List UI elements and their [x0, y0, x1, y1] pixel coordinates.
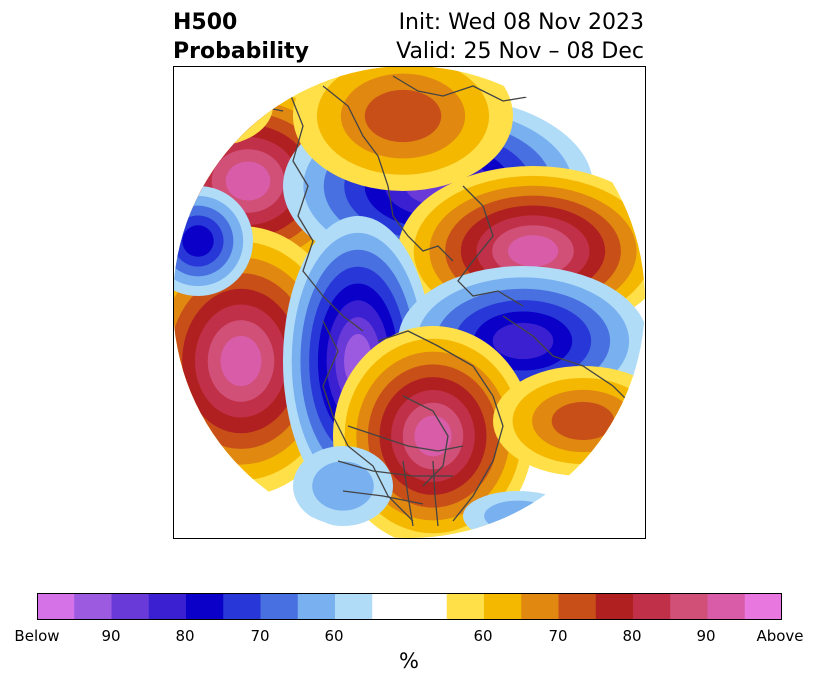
coastline — [322, 85, 454, 262]
colorbar-tick-label: Below — [14, 627, 60, 645]
colorbar-cell — [335, 593, 373, 620]
colorbar-tick-label: 70 — [548, 627, 568, 645]
coastline — [402, 395, 449, 487]
below-normal-contour — [182, 225, 214, 257]
probability-map — [173, 66, 646, 539]
border-line — [347, 425, 464, 452]
colorbar-cell — [186, 593, 224, 620]
colorbar-cell — [484, 593, 522, 620]
valid-date: Valid: 25 Nov – 08 Dec — [396, 39, 644, 64]
colorbar-cell — [707, 593, 746, 620]
date-info: Init: Wed 08 Nov 2023 Valid: 25 Nov – 08… — [396, 8, 644, 66]
colorbar-cell — [148, 593, 187, 620]
coastline — [457, 185, 524, 307]
colorbar-cell — [744, 593, 782, 620]
colorbar-cell — [111, 593, 150, 620]
colorbar-tick-label: 70 — [250, 627, 270, 645]
country-borders — [192, 75, 634, 527]
colorbar-cell — [223, 593, 261, 620]
above-normal-contour — [507, 235, 559, 267]
above-normal-contour — [220, 335, 262, 387]
colorbar-tick-label: Above — [756, 627, 804, 645]
colorbar-cell — [558, 593, 597, 620]
title-line-2: Probability — [173, 39, 309, 64]
colorbar-cell — [37, 593, 75, 620]
colorbar-cell — [260, 593, 299, 620]
colorbar-cell — [633, 593, 671, 620]
colorbar-tick-label: 90 — [101, 627, 121, 645]
border-line — [337, 460, 453, 477]
map-title: H500 Probability — [173, 8, 309, 66]
colorbar-frame — [37, 593, 782, 620]
coastline — [290, 95, 364, 332]
colorbar-cell — [595, 593, 634, 620]
border-line — [432, 460, 439, 527]
init-date: Init: Wed 08 Nov 2023 — [398, 10, 644, 35]
title-line-1: H500 — [173, 10, 238, 35]
below-normal-contour — [312, 461, 374, 511]
colorbar-cell — [372, 593, 448, 620]
colorbar-tick-label: 60 — [473, 627, 493, 645]
above-normal-contour — [551, 401, 615, 441]
colorbar-tick-label: 80 — [622, 627, 642, 645]
coastline — [322, 320, 414, 522]
colorbar-cell — [446, 593, 485, 620]
colorbar-cell — [521, 593, 559, 620]
colorbar-cell — [74, 593, 112, 620]
colorbar-unit-label: % — [399, 649, 419, 673]
colorbar-tick-label: 80 — [175, 627, 195, 645]
below-normal-contour — [492, 322, 554, 360]
colorbar-tick-label: 60 — [324, 627, 344, 645]
colorbar — [37, 593, 782, 620]
colorbar-tick-label: 90 — [696, 627, 716, 645]
colorbar-cell — [297, 593, 336, 620]
map-frame — [173, 66, 646, 539]
coastline — [502, 315, 634, 407]
border-line — [402, 460, 414, 527]
border-line — [342, 490, 424, 505]
coastline — [377, 330, 504, 522]
above-normal-contour — [364, 89, 442, 143]
above-normal-contour — [225, 161, 271, 201]
colorbar-cell — [670, 593, 708, 620]
